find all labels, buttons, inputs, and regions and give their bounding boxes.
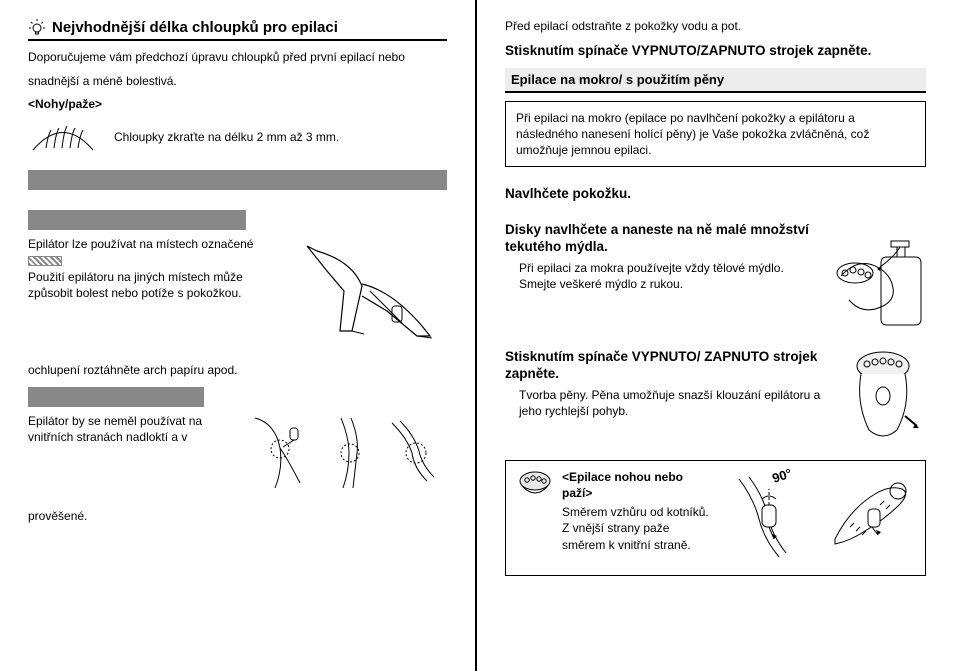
tip-p2: snadnější a méně bolestivá. — [28, 73, 447, 89]
right-column: Před epilací odstraňte z pokožky vodu a … — [477, 0, 954, 671]
soap-figure — [831, 221, 926, 334]
step2-text: Disky navlhčete a naneste na ně malé mno… — [505, 221, 823, 334]
step2-sub2: Smejte veškeré mýdlo z rukou. — [505, 276, 823, 292]
area-row: Epilátor by se neměl používat na vnitřní… — [28, 413, 447, 496]
leg-angle-figure: 90° — [724, 469, 814, 567]
epilator-figure — [841, 348, 926, 446]
back-knee-figure — [321, 413, 376, 496]
area-text: Epilátor by se neměl používat na vnitřní… — [28, 413, 235, 496]
body-line1: Epilátor lze používat na místech označen… — [28, 237, 253, 251]
after-grey-text: ochlupení roztáhněte arch papíru apod. — [28, 362, 447, 378]
step3-sub: Tvorba pěny. Pěna umožňuje snazší klouzá… — [505, 387, 833, 419]
epilation-box: <Epilace nohou nebo paží> Směrem vzhůru … — [505, 460, 926, 576]
step-1: Navlhčete pokožku. — [505, 185, 926, 207]
tip-title-row: Nejvhodnější délka chloupků pro epilaci — [28, 18, 447, 41]
legs-label: <Nohy/paže> — [28, 97, 447, 111]
switch-line: Stisknutím spínače VYPNUTO/ZAPNUTO stroj… — [505, 42, 926, 60]
step2-sub1: Při epilaci za mokra používejte vždy těl… — [505, 260, 823, 276]
epil-head: <Epilace nohou nebo paží> — [562, 469, 714, 501]
epil-images: 90° — [724, 469, 915, 567]
head-icon — [516, 469, 554, 553]
pre-text: Před epilací odstraňte z pokožky vodu a … — [505, 18, 926, 34]
legs-figure — [292, 236, 447, 344]
step2-head: Disky navlhčete a naneste na ně malé mno… — [505, 221, 823, 256]
knee-figure — [245, 413, 315, 496]
bottom-text: prověšené. — [28, 508, 447, 524]
hair-icon — [28, 115, 98, 158]
body-use-text: Epilátor lze používat na místech označen… — [28, 236, 282, 344]
epil-body: Směrem vzhůru od kotníků. Z vnější stran… — [562, 504, 714, 553]
elbow-figure — [382, 413, 447, 496]
bulb-icon — [28, 18, 46, 36]
step1-text: Navlhčete pokožku. — [505, 185, 926, 207]
epil-text: <Epilace nohou nebo paží> Směrem vzhůru … — [562, 469, 714, 553]
wet-box: Při epilaci na mokro (epilace po navlhče… — [505, 101, 926, 168]
left-column: Nejvhodnější délka chloupků pro epilaci … — [0, 0, 477, 671]
body-line2: Použití epilátoru na jiných místech může… — [28, 270, 243, 300]
tip-title: Nejvhodnější délka chloupků pro epilaci — [52, 19, 338, 36]
grey-bar-1 — [28, 170, 447, 190]
wet-title: Epilace na mokro/ s použitím pěny — [505, 68, 926, 93]
tip-p1: Doporučujeme vám předchozí úpravu chloup… — [28, 49, 447, 65]
svg-text:90°: 90° — [770, 469, 793, 486]
step3-text: Stisknutím spínače VYPNUTO/ ZAPNUTO stro… — [505, 348, 833, 446]
epil-left: <Epilace nohou nebo paží> Směrem vzhůru … — [516, 469, 714, 553]
hatched-icon — [28, 256, 62, 266]
grey-bar-3 — [28, 387, 204, 407]
grey-bar-2 — [28, 210, 246, 230]
area-images — [245, 413, 447, 496]
body-use-block: Epilátor lze používat na místech označen… — [28, 236, 447, 344]
step-3: Stisknutím spínače VYPNUTO/ ZAPNUTO stro… — [505, 348, 926, 446]
trim-text: Chloupky zkraťte na délku 2 mm až 3 mm. — [114, 130, 339, 144]
trim-row: Chloupky zkraťte na délku 2 mm až 3 mm. — [28, 115, 447, 158]
step1-head: Navlhčete pokožku. — [505, 185, 926, 203]
step3-head: Stisknutím spínače VYPNUTO/ ZAPNUTO stro… — [505, 348, 833, 383]
step-2: Disky navlhčete a naneste na ně malé mno… — [505, 221, 926, 334]
arm-figure — [820, 469, 915, 567]
